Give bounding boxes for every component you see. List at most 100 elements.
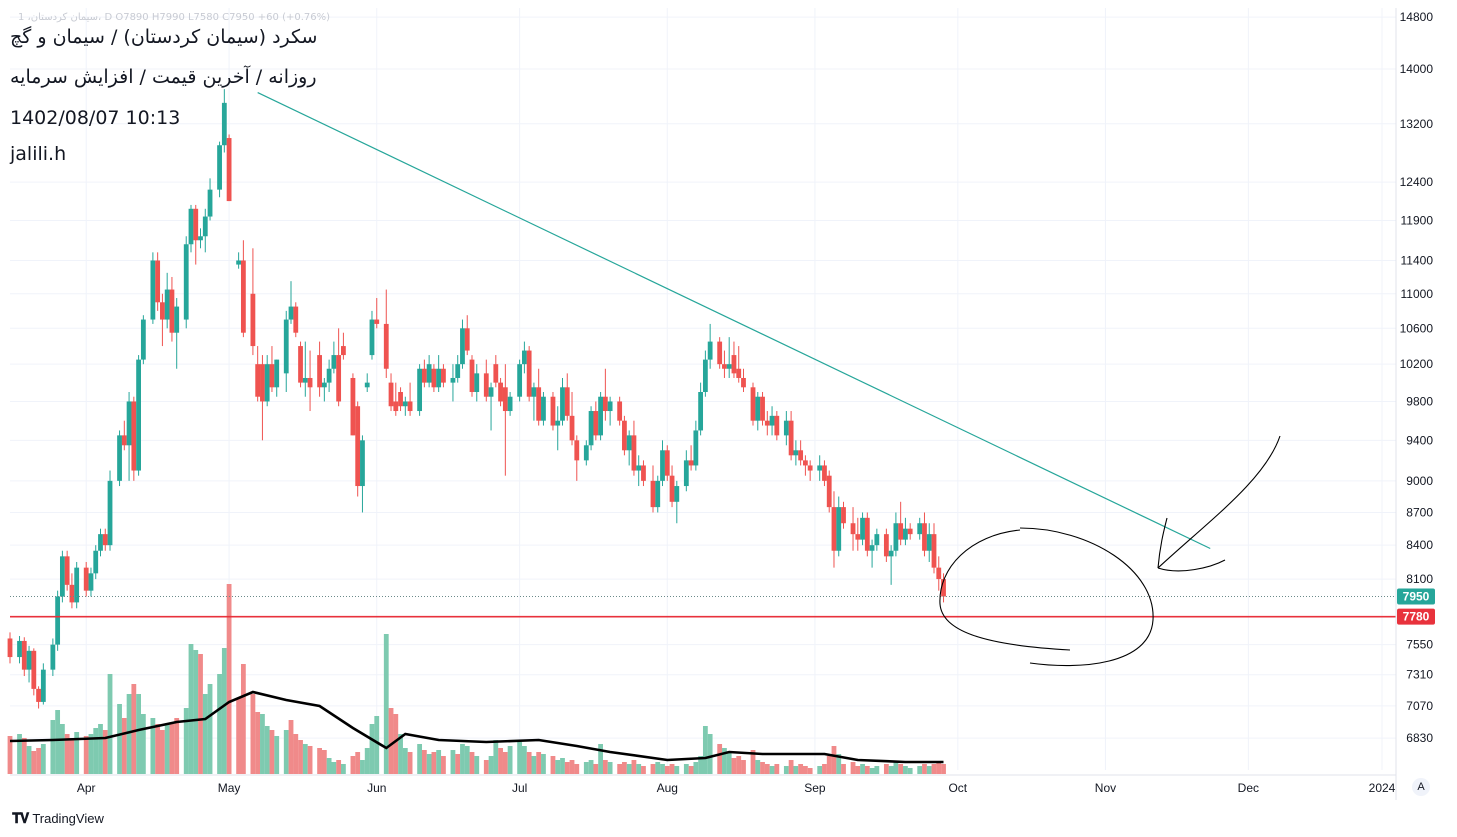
candle	[521, 341, 527, 374]
candle	[755, 392, 761, 431]
volume-bar	[850, 762, 856, 774]
candle	[155, 252, 161, 311]
candle	[555, 406, 561, 451]
volume-bar	[336, 760, 342, 774]
volume-bar	[564, 762, 570, 774]
candle	[102, 528, 108, 551]
volume-bar	[474, 756, 480, 774]
volume-bar	[183, 708, 189, 774]
volume-bar	[655, 762, 661, 774]
candle	[850, 507, 856, 551]
tradingview-brand[interactable]: 𝐓𝐕 TradingView	[12, 810, 104, 827]
candle	[83, 561, 89, 597]
candle	[502, 364, 508, 476]
volume-bar	[922, 764, 927, 774]
candle	[107, 470, 113, 551]
trendline[interactable]	[257, 92, 1211, 550]
candle	[436, 355, 442, 392]
candle	[726, 337, 732, 378]
candle	[307, 350, 313, 412]
candle	[488, 382, 494, 431]
volume-bar	[631, 760, 637, 774]
volume-bar	[488, 756, 494, 774]
time-axis[interactable]: Apr May Jun Jul Aug Sep Oct Nov Dec 2024	[77, 781, 1396, 795]
price-tick-label: 14000	[1400, 62, 1434, 76]
volume-bar	[707, 734, 713, 774]
volume-bar	[622, 762, 627, 774]
volume-bar	[136, 694, 141, 774]
candle	[350, 373, 356, 436]
volume-bar	[855, 766, 861, 774]
volume-moving-average	[9, 690, 944, 764]
time-tick-label: 2024	[1369, 781, 1396, 795]
volume-bar	[817, 766, 823, 774]
price-tick-label: 7310	[1406, 668, 1433, 682]
volume-bar	[169, 724, 175, 774]
candle	[341, 332, 346, 360]
volume-bar	[226, 584, 232, 774]
candle	[936, 556, 942, 591]
candle	[798, 440, 804, 466]
volume-bar	[355, 752, 361, 774]
volume-bar	[269, 730, 275, 774]
volume-bar	[822, 764, 827, 774]
price-tick-label: 11400	[1401, 253, 1434, 267]
candle	[907, 523, 913, 540]
volume-bar	[560, 758, 565, 774]
volume-bar	[669, 764, 675, 774]
volume-bar	[298, 740, 303, 774]
volume-bar	[693, 762, 699, 774]
candle	[698, 382, 704, 436]
volume-bar	[469, 752, 475, 774]
volume-bar	[502, 752, 508, 774]
candle	[774, 411, 780, 441]
candle	[507, 392, 513, 416]
volume-bar	[683, 764, 689, 774]
candle	[617, 396, 623, 426]
candle	[498, 377, 503, 407]
candle	[217, 141, 222, 198]
candle	[874, 528, 880, 551]
volume-bar	[98, 724, 103, 774]
candle	[369, 310, 375, 360]
volume-bar	[407, 752, 413, 774]
volume-bar	[350, 756, 356, 774]
volume-bar	[717, 744, 723, 774]
candle	[441, 364, 446, 388]
volume-bar	[140, 714, 146, 774]
time-tick-label: Jul	[512, 781, 527, 795]
volume-bar	[317, 748, 322, 774]
candle	[69, 573, 75, 609]
auto-scale-button[interactable]: A	[1412, 778, 1430, 796]
candle	[564, 373, 570, 421]
candle	[541, 392, 546, 426]
candle	[421, 359, 427, 388]
last-price-tag: 7950	[1397, 588, 1435, 605]
volume-bar	[221, 648, 227, 774]
candle	[493, 355, 499, 388]
candle	[883, 528, 889, 562]
price-tick-label: 14800	[1400, 10, 1434, 24]
volume-bar	[741, 760, 746, 774]
volume-bar	[369, 724, 375, 774]
volume-bar	[641, 766, 646, 774]
volume-bar	[807, 768, 813, 774]
price-axis[interactable]: 14800 14000 13200 12400 11900 11400 11000 10600…	[1400, 10, 1434, 745]
volume-bar	[88, 734, 94, 774]
volume-bar	[888, 766, 894, 774]
volume-bar	[202, 694, 208, 774]
volume-bar	[602, 760, 608, 774]
volume-bar	[831, 746, 837, 774]
volume-bar	[864, 766, 870, 774]
candle	[650, 465, 656, 513]
volume-bar	[69, 738, 75, 774]
candle	[321, 377, 327, 402]
volume-bar	[55, 710, 61, 774]
candle	[7, 632, 13, 664]
volume-bar	[240, 664, 246, 774]
volume-bar	[936, 762, 942, 774]
candle	[355, 401, 361, 497]
candle	[398, 387, 403, 412]
volume-bar	[126, 694, 132, 774]
